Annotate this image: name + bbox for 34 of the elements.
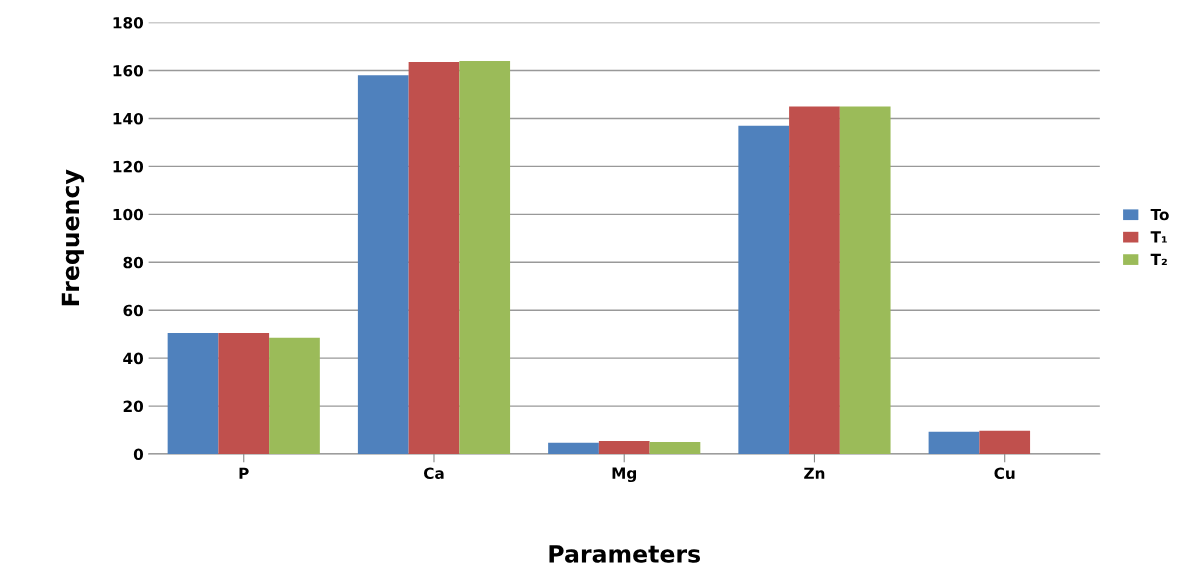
y-tick-label: 100 (113, 208, 144, 221)
x-axis-title: Parameters (549, 545, 701, 563)
y-tick-label: 180 (113, 17, 144, 29)
y-tick-label: 80 (123, 256, 144, 269)
legend-label: To (1150, 208, 1169, 221)
y-axis-title: Frequency (61, 169, 85, 306)
legend-label: T₁ (1150, 231, 1167, 243)
bar (979, 430, 1031, 455)
legend-label: T₂ (1150, 253, 1167, 265)
bar (218, 332, 270, 455)
bar (649, 442, 701, 455)
x-tick-label: Cu (994, 467, 1015, 480)
x-tick-label: Zn (804, 467, 825, 479)
bar (738, 125, 790, 455)
bar (789, 106, 840, 455)
y-tick-label: 0 (133, 448, 144, 461)
x-tick-label: P (239, 467, 249, 479)
y-tick-label: 60 (123, 304, 144, 317)
bar (357, 75, 409, 455)
x-tick-label: Ca (423, 467, 444, 480)
bar (167, 332, 219, 455)
bar (548, 442, 599, 455)
bar (598, 441, 650, 455)
y-tick-label: 20 (123, 400, 144, 413)
bar (459, 60, 511, 455)
y-tick-label: 160 (113, 64, 144, 77)
x-tick-label: Mg (612, 467, 637, 482)
bar (269, 337, 320, 455)
y-tick-label: 40 (123, 352, 144, 365)
y-tick-label: 120 (113, 160, 144, 173)
bar (408, 62, 460, 455)
bar (928, 431, 980, 455)
y-tick-label: 140 (113, 112, 144, 125)
bar (839, 106, 891, 455)
